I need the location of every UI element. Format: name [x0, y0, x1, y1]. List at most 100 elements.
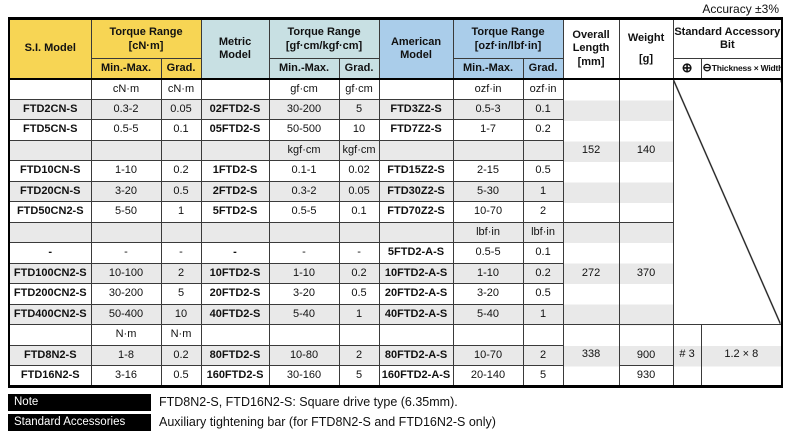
header-row-2: Min.-Max. Grad. Min.-Max. Grad. Min.-Max… [9, 58, 783, 79]
cell-metric-grad: 5 [338, 98, 380, 120]
cell-american-minmax: 20-140 [452, 365, 524, 387]
cell-american-minmax: 2-15 [452, 160, 524, 182]
cell-metric-grad: kgf·cm [338, 139, 380, 161]
slotted-bit-header: ⊖Thickness × Width [700, 58, 783, 79]
cell-metric-minmax [268, 324, 340, 346]
cell-si-minmax: - [90, 242, 162, 264]
cell-american-model: FTD30Z2-S [378, 180, 454, 202]
cell-si-minmax: 3-20 [90, 180, 162, 202]
cell-si-minmax: 3-16 [90, 365, 162, 387]
cell-metric-model: 2FTD2-S [200, 180, 270, 202]
cell-metric-model: 1FTD2-S [200, 160, 270, 182]
cell-si-minmax: cN·m [90, 78, 162, 100]
cell-si-model: FTD400CN2-S [8, 303, 92, 325]
cell-american-grad [522, 324, 564, 346]
cell-si-grad: 1 [160, 201, 202, 223]
cell-metric-minmax: gf·cm [268, 78, 340, 100]
subheader-grad-gf: Grad. [338, 58, 380, 79]
cell-si-grad: 10 [160, 303, 202, 325]
cell-metric-model: 02FTD2-S [200, 98, 270, 120]
cell-si-grad: 0.5 [160, 180, 202, 202]
cell-metric-grad: - [338, 242, 380, 264]
cell-american-model: 80FTD2-A-S [378, 344, 454, 366]
table-row: FTD400CN2-S 50-400 10 40FTD2-S 5-40 1 40FTD2-A… [8, 303, 782, 325]
table-row: FTD20CN-S 3-20 0.5 2FTD2-S 0.3-2 0.05 FTD30Z2-… [8, 180, 782, 202]
cell-american-minmax: 0.5-5 [452, 242, 524, 264]
cell-si-grad: 0.05 [160, 98, 202, 120]
cell-si-grad: cN·m [160, 78, 202, 100]
cell-metric-minmax: 5-40 [268, 303, 340, 325]
cell-american-grad: 0.2 [522, 262, 564, 284]
cell-metric-grad: 2 [338, 344, 380, 366]
weight-group3-bottom: 930 [618, 365, 674, 387]
torque-range-ozf-unit: [ozf·in/lbf·in] [474, 39, 542, 52]
cell-american-model [378, 78, 454, 100]
col-header-metric-model: Metric Model [200, 18, 270, 79]
cell-metric-minmax: 1-10 [268, 262, 340, 284]
cell-si-grad: 0.1 [160, 119, 202, 141]
cell-american-grad: 0.5 [522, 283, 564, 305]
table-row: N·m N·m 338 900 # 3 1.2 × 8 [8, 324, 783, 387]
phillips-icon: ⊕ [681, 59, 693, 75]
cell-si-minmax: N·m [90, 324, 162, 346]
col-header-torque-range-cnm: Torque Range [cN·m] [90, 18, 202, 59]
cell-american-model: FTD3Z2-S [378, 98, 454, 120]
cell-si-minmax: 1-8 [90, 344, 162, 366]
cell-si-model: FTD8N2-S [8, 344, 92, 366]
cell-american-minmax [452, 139, 524, 161]
cell-american-model [378, 221, 454, 243]
overall-length-unit: [mm] [577, 55, 605, 68]
cell-si-grad [160, 139, 202, 161]
cell-metric-model: 80FTD2-S [200, 344, 270, 366]
cell-metric-model [200, 221, 270, 243]
subheader-grad-cnm: Grad. [160, 58, 202, 79]
phillips-bit-header: ⊕ [672, 58, 702, 79]
cell-metric-minmax: 50-500 [268, 119, 340, 141]
cell-american-model: 40FTD2-A-S [378, 303, 454, 325]
table-row: cN·m cN·m gf·cm gf·cm ozf·in ozf·in 152 140 [8, 78, 783, 325]
cell-metric-minmax [268, 221, 340, 243]
cell-american-grad: 5 [522, 365, 564, 387]
cell-si-grad: 2 [160, 262, 202, 284]
cell-american-minmax [452, 324, 524, 346]
weight-group2: 370 [618, 221, 674, 325]
cell-metric-minmax: - [268, 242, 340, 264]
cell-metric-grad: 0.02 [338, 160, 380, 182]
cell-metric-model: 10FTD2-S [200, 262, 270, 284]
overall-length-group3: 338 [562, 324, 620, 387]
subheader-grad-ozf: Grad. [522, 58, 564, 79]
cell-si-minmax: 1-10 [90, 160, 162, 182]
header-row-1: S.I. Model Torque Range [cN·m] Metric Mo… [8, 18, 783, 79]
cell-american-model: FTD70Z2-S [378, 201, 454, 223]
note-label: Note [8, 393, 151, 411]
cell-si-minmax [90, 139, 162, 161]
table-row: FTD50CN2-S 5-50 1 5FTD2-S 0.5-5 0.1 FTD70Z2-S 1… [8, 201, 782, 223]
overall-length-title: Overall Length [572, 29, 610, 54]
accuracy-note: Accuracy ±3% [702, 2, 779, 16]
footnotes: Note FTD8N2-S, FTD16N2-S: Square drive t… [8, 393, 781, 431]
torque-driver-spec-table: S.I. Model Torque Range [cN·m] Metric Mo… [8, 17, 784, 388]
cell-si-model [8, 139, 92, 161]
cell-si-model: FTD5CN-S [8, 119, 92, 141]
cell-american-grad [522, 139, 564, 161]
subheader-minmax-cnm: Min.-Max. [90, 58, 162, 79]
cell-metric-grad [338, 324, 380, 346]
cell-metric-minmax: 10-80 [268, 344, 340, 366]
cell-si-minmax: 50-400 [90, 303, 162, 325]
cell-american-model: 10FTD2-A-S [378, 262, 454, 284]
cell-si-grad: N·m [160, 324, 202, 346]
standard-accessories-text: Auxiliary tightening bar (for FTD8N2-S a… [159, 415, 496, 429]
slotted-label: Thickness × Width [711, 62, 783, 73]
cell-metric-minmax: kgf·cm [268, 139, 340, 161]
table-body: cN·m cN·m gf·cm gf·cm ozf·in ozf·in 152 140 FTD2… [8, 78, 783, 387]
overall-length-group1: 152 [562, 78, 620, 223]
cell-si-minmax: 10-100 [90, 262, 162, 284]
cell-metric-model [200, 139, 270, 161]
cell-si-model: FTD20CN-S [8, 180, 92, 202]
note-text: FTD8N2-S, FTD16N2-S: Square drive type (… [159, 395, 458, 409]
cell-si-minmax: 0.5-5 [90, 119, 162, 141]
col-header-torque-range-gf: Torque Range [gf·cm/kgf·cm] [268, 18, 380, 59]
cell-metric-model: 5FTD2-S [200, 201, 270, 223]
accessory-bit-na-diagonal [672, 78, 783, 325]
weight-unit: [g] [639, 52, 654, 65]
